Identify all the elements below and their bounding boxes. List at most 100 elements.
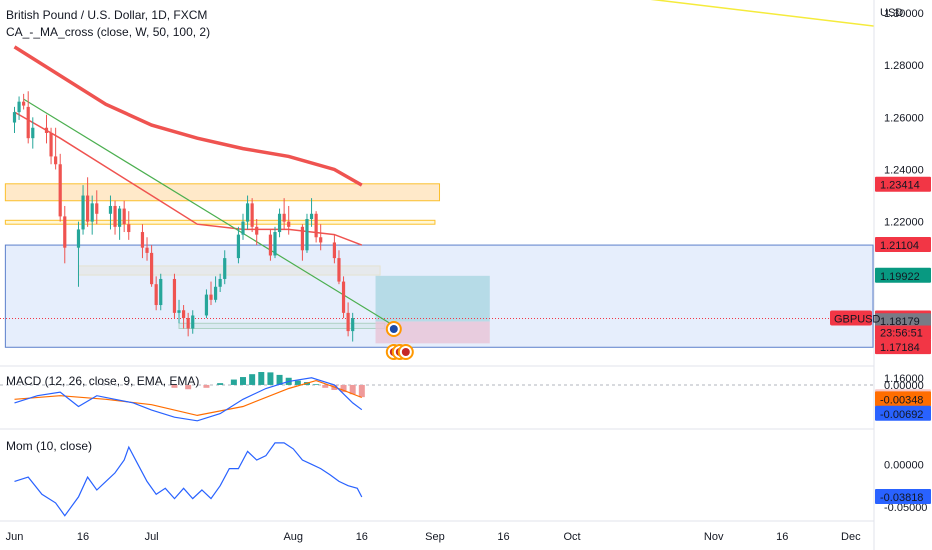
time-tick-label: 16 [497, 531, 509, 543]
candle-body [90, 203, 94, 222]
time-tick-label: 16 [77, 531, 89, 543]
candle-body [22, 101, 26, 106]
candle-body [209, 294, 213, 300]
candle-body [181, 310, 186, 319]
candle-body [122, 208, 126, 225]
candle-body [26, 106, 30, 139]
candle-body [95, 203, 99, 214]
candle-body [204, 294, 209, 316]
macd-histogram-bar [313, 384, 320, 385]
candle-body [255, 226, 259, 235]
mom-pane-label: Mom (10, close) [6, 439, 93, 453]
price-tick-label: 1.26000 [884, 112, 924, 124]
trend-line [23, 98, 399, 330]
macd-histogram-bar [217, 383, 224, 385]
mom-tag-bg [875, 489, 931, 505]
chart-title: British Pound / U.S. Dollar, 1D, FXCM [6, 8, 208, 22]
candle-body [213, 286, 218, 300]
candle-body [186, 318, 190, 329]
time-tick-label: Oct [563, 531, 580, 543]
price-zone [4, 219, 436, 225]
macd-histogram-bar [340, 384, 347, 393]
candle-body [31, 127, 35, 139]
candle-body [154, 284, 158, 306]
price-tick-label: 1.22000 [884, 217, 924, 229]
ma-slow-line [13, 45, 363, 187]
candle-body [346, 312, 350, 332]
macd-pane-label: MACD (12, 26, close, 9, EMA, EMA) [6, 374, 200, 388]
mom-tag: -0.03818 [880, 492, 923, 504]
macd-tag-bg [875, 391, 931, 407]
time-tick-label: Nov [704, 531, 724, 543]
candle-body [319, 237, 323, 243]
candle-body [49, 132, 53, 157]
macd-tag-bg [875, 405, 931, 421]
candle-body [81, 195, 85, 230]
macd-tick-label: 0.00000 [884, 380, 924, 392]
candle-body [241, 221, 245, 235]
candle-body [218, 278, 222, 287]
price-tag: 1.19922 [880, 271, 920, 283]
price-tag-bg [875, 339, 931, 355]
price-tag-bg [875, 176, 931, 192]
time-tick-label: Aug [283, 531, 303, 543]
candle-body [113, 205, 117, 227]
candle-body [268, 234, 273, 256]
candle-body [177, 310, 181, 313]
mom-tick-label: -0.05000 [884, 502, 927, 514]
mom-tick-label: 0.00000 [884, 459, 924, 471]
macd-line [14, 377, 363, 422]
symbol-tag-bg [830, 310, 872, 326]
candle-body [236, 234, 241, 259]
macd-tag: -0.00348 [880, 394, 923, 406]
candle-body [282, 213, 286, 222]
price-tick-label: 1.16000 [884, 373, 924, 385]
candle-body [305, 219, 309, 251]
candle-body [337, 258, 341, 282]
us-flag-icon [401, 348, 410, 356]
candle-body [54, 156, 58, 165]
candle-body [300, 226, 305, 251]
price-tag: 1.17184 [880, 342, 920, 354]
macd-histogram-bar [349, 384, 356, 395]
macd-tag: -0.00692 [880, 409, 923, 421]
position-stop-zone [375, 321, 490, 344]
candle-body [332, 242, 336, 259]
symbol-tag: GBPUSD [834, 314, 881, 326]
price-axis-unit: USD [880, 7, 903, 19]
countdown-bg [875, 325, 931, 340]
candle-body [287, 221, 291, 227]
indicator-label: CA_-_MA_cross (close, W, 50, 100, 2) [6, 25, 211, 39]
time-tick-label: Dec [841, 531, 861, 543]
candle-body [145, 247, 149, 253]
candle-body [63, 216, 67, 248]
candle-body [58, 164, 62, 217]
macd-histogram-bar [230, 379, 237, 385]
macd-histogram-bar [203, 384, 210, 388]
candle-body [76, 229, 81, 248]
candle-body [172, 278, 177, 313]
countdown-label: 23:56:51 [880, 328, 923, 340]
macd-signal-line [14, 379, 363, 417]
candle-body [140, 232, 145, 248]
macd-histogram-bar [249, 374, 256, 385]
time-tick-label: 16 [776, 531, 788, 543]
price-tick-label: 1.28000 [884, 60, 924, 72]
price-tick-label: 1.24000 [884, 164, 924, 176]
time-tick-label: Jun [6, 531, 24, 543]
candle-body [12, 112, 17, 123]
macd-histogram-bar [240, 377, 246, 385]
candle-body [314, 213, 318, 238]
macd-histogram-bar [267, 372, 274, 385]
price-tag: 1.18179 [880, 316, 920, 328]
candle-body [250, 203, 254, 227]
macd-histogram-bar [322, 384, 329, 388]
candle-body [341, 281, 346, 313]
candle-body [108, 205, 113, 214]
price-zone [4, 183, 441, 202]
macd-histogram-bar [358, 384, 365, 398]
price-tag-bg [875, 236, 931, 252]
candle-body [223, 258, 227, 279]
macd-histogram-bar [276, 374, 283, 385]
